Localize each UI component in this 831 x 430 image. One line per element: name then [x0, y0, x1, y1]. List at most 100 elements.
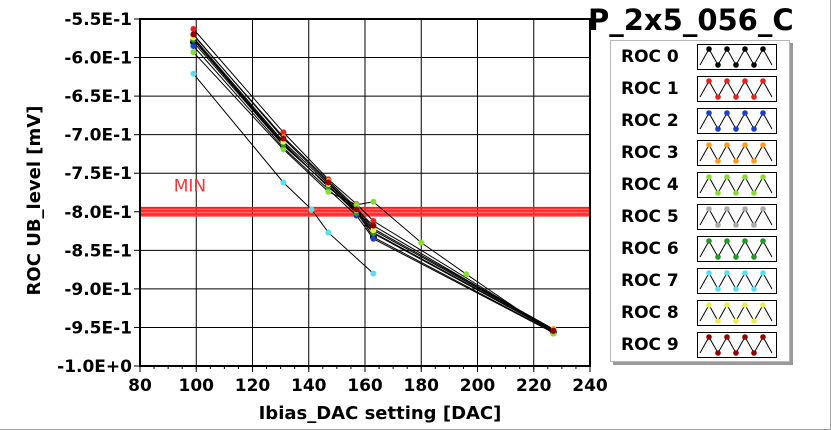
legend-marker-graphic — [699, 46, 773, 68]
y-tick-label: -7.0E-1 — [64, 126, 132, 146]
legend-marker — [742, 206, 748, 212]
legend-label: ROC 2 — [621, 111, 679, 131]
data-point-roc-2 — [370, 235, 377, 242]
data-point-roc-7 — [190, 70, 197, 77]
legend-marker — [724, 302, 730, 308]
legend-marker — [733, 222, 739, 228]
legend-item-roc-4: ROC 4 — [611, 169, 789, 201]
legend-marker — [733, 94, 739, 100]
legend-marker — [706, 334, 712, 340]
legend-marker — [760, 142, 766, 148]
legend-swatch — [697, 332, 777, 358]
data-point-roc-4 — [353, 201, 360, 208]
legend-marker — [760, 238, 766, 244]
y-tick-label: -1.0E+0 — [57, 357, 132, 377]
legend-marker — [715, 94, 721, 100]
legend-marker — [751, 350, 757, 356]
legend-marker — [733, 62, 739, 68]
legend-swatch — [697, 108, 777, 134]
series-line-roc-4 — [193, 51, 554, 335]
x-tick-label: 240 — [572, 376, 608, 396]
data-point-roc-1 — [280, 129, 287, 136]
legend-marker — [742, 334, 748, 340]
legend-item-roc-0: ROC 0 — [611, 41, 789, 73]
series-line-roc-6 — [193, 39, 554, 332]
y-tick-label: -7.5E-1 — [64, 164, 132, 184]
legend-marker — [751, 318, 757, 324]
legend-marker — [742, 302, 748, 308]
min-annotation: MIN — [174, 177, 206, 197]
legend-marker — [724, 46, 730, 52]
legend-label: ROC 8 — [621, 303, 679, 323]
y-tick-label: -5.5E-1 — [64, 10, 132, 30]
legend-marker — [760, 334, 766, 340]
y-tick-label: -6.0E-1 — [64, 49, 132, 69]
series-line-roc-9 — [193, 34, 554, 331]
legend-marker — [715, 62, 721, 68]
legend-marker — [733, 350, 739, 356]
y-tick-label: -6.5E-1 — [64, 87, 132, 107]
x-tick-label: 220 — [516, 376, 552, 396]
legend-label: ROC 7 — [621, 271, 679, 291]
legend-marker — [751, 190, 757, 196]
legend-marker — [760, 270, 766, 276]
legend-swatch — [697, 44, 777, 70]
legend-marker — [760, 46, 766, 52]
x-tick-label: 180 — [404, 376, 440, 396]
legend-swatch — [697, 236, 777, 262]
legend-marker-graphic — [699, 270, 773, 292]
data-point-roc-4 — [370, 198, 377, 205]
x-tick-label: 120 — [235, 376, 271, 396]
legend-marker — [733, 254, 739, 260]
data-point-roc-1 — [370, 218, 377, 225]
legend-marker-graphic — [699, 206, 773, 228]
legend-marker — [760, 206, 766, 212]
legend-marker — [760, 302, 766, 308]
legend-marker — [724, 110, 730, 116]
legend-marker — [706, 78, 712, 84]
legend-marker — [724, 142, 730, 148]
legend-marker — [724, 334, 730, 340]
legend-label: ROC 1 — [621, 79, 679, 99]
legend-marker-graphic — [699, 238, 773, 260]
y-tick-label: -9.5E-1 — [64, 318, 132, 338]
legend-marker — [742, 238, 748, 244]
legend-marker — [706, 302, 712, 308]
legend-marker — [715, 126, 721, 132]
legend-label: ROC 0 — [621, 47, 679, 67]
legend-marker — [715, 254, 721, 260]
x-tick-label: 160 — [347, 376, 383, 396]
legend-marker — [706, 174, 712, 180]
x-tick-label: 140 — [291, 376, 327, 396]
legend-marker — [715, 286, 721, 292]
legend-marker — [706, 110, 712, 116]
legend-marker — [706, 270, 712, 276]
legend-swatch — [697, 300, 777, 326]
legend-marker — [724, 238, 730, 244]
legend-marker — [751, 222, 757, 228]
legend-swatch — [697, 140, 777, 166]
legend-item-roc-1: ROC 1 — [611, 73, 789, 105]
legend-marker — [706, 238, 712, 244]
legend-marker — [733, 126, 739, 132]
data-point-roc-9 — [280, 135, 287, 142]
legend-item-roc-3: ROC 3 — [611, 137, 789, 169]
data-point-roc-4 — [463, 271, 470, 278]
legend-marker — [715, 190, 721, 196]
legend-item-roc-8: ROC 8 — [611, 297, 789, 329]
data-point-roc-4 — [325, 188, 332, 195]
legend-item-roc-9: ROC 9 — [611, 329, 789, 361]
legend-marker — [715, 158, 721, 164]
data-point-roc-9 — [550, 327, 557, 334]
data-point-roc-7 — [280, 179, 287, 186]
legend-marker — [733, 318, 739, 324]
legend-marker-graphic — [699, 334, 773, 356]
legend-marker — [724, 270, 730, 276]
x-tick-label: 80 — [128, 376, 152, 396]
legend-marker — [751, 158, 757, 164]
series-line-roc-3 — [193, 34, 554, 330]
legend-item-roc-6: ROC 6 — [611, 233, 789, 265]
legend-marker — [706, 206, 712, 212]
